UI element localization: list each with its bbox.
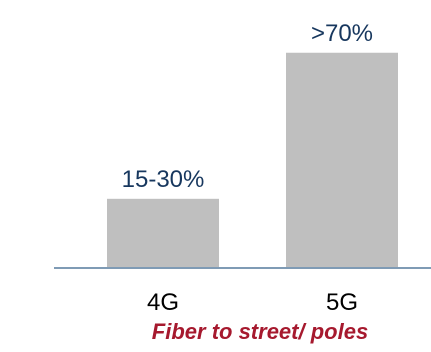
- chart-caption: Fiber to street/ poles: [152, 319, 368, 344]
- value-labels-group: 15-30% >70%: [122, 20, 373, 193]
- bars-group: [107, 52, 398, 268]
- bar-5g: [286, 52, 398, 268]
- value-label-4g: 15-30%: [122, 166, 205, 193]
- bar-4g: [107, 198, 219, 268]
- value-label-5g: >70%: [311, 20, 373, 47]
- category-label-4g: 4G: [147, 289, 179, 316]
- category-label-5g: 5G: [326, 289, 358, 316]
- category-labels-group: 4G 5G: [147, 289, 358, 316]
